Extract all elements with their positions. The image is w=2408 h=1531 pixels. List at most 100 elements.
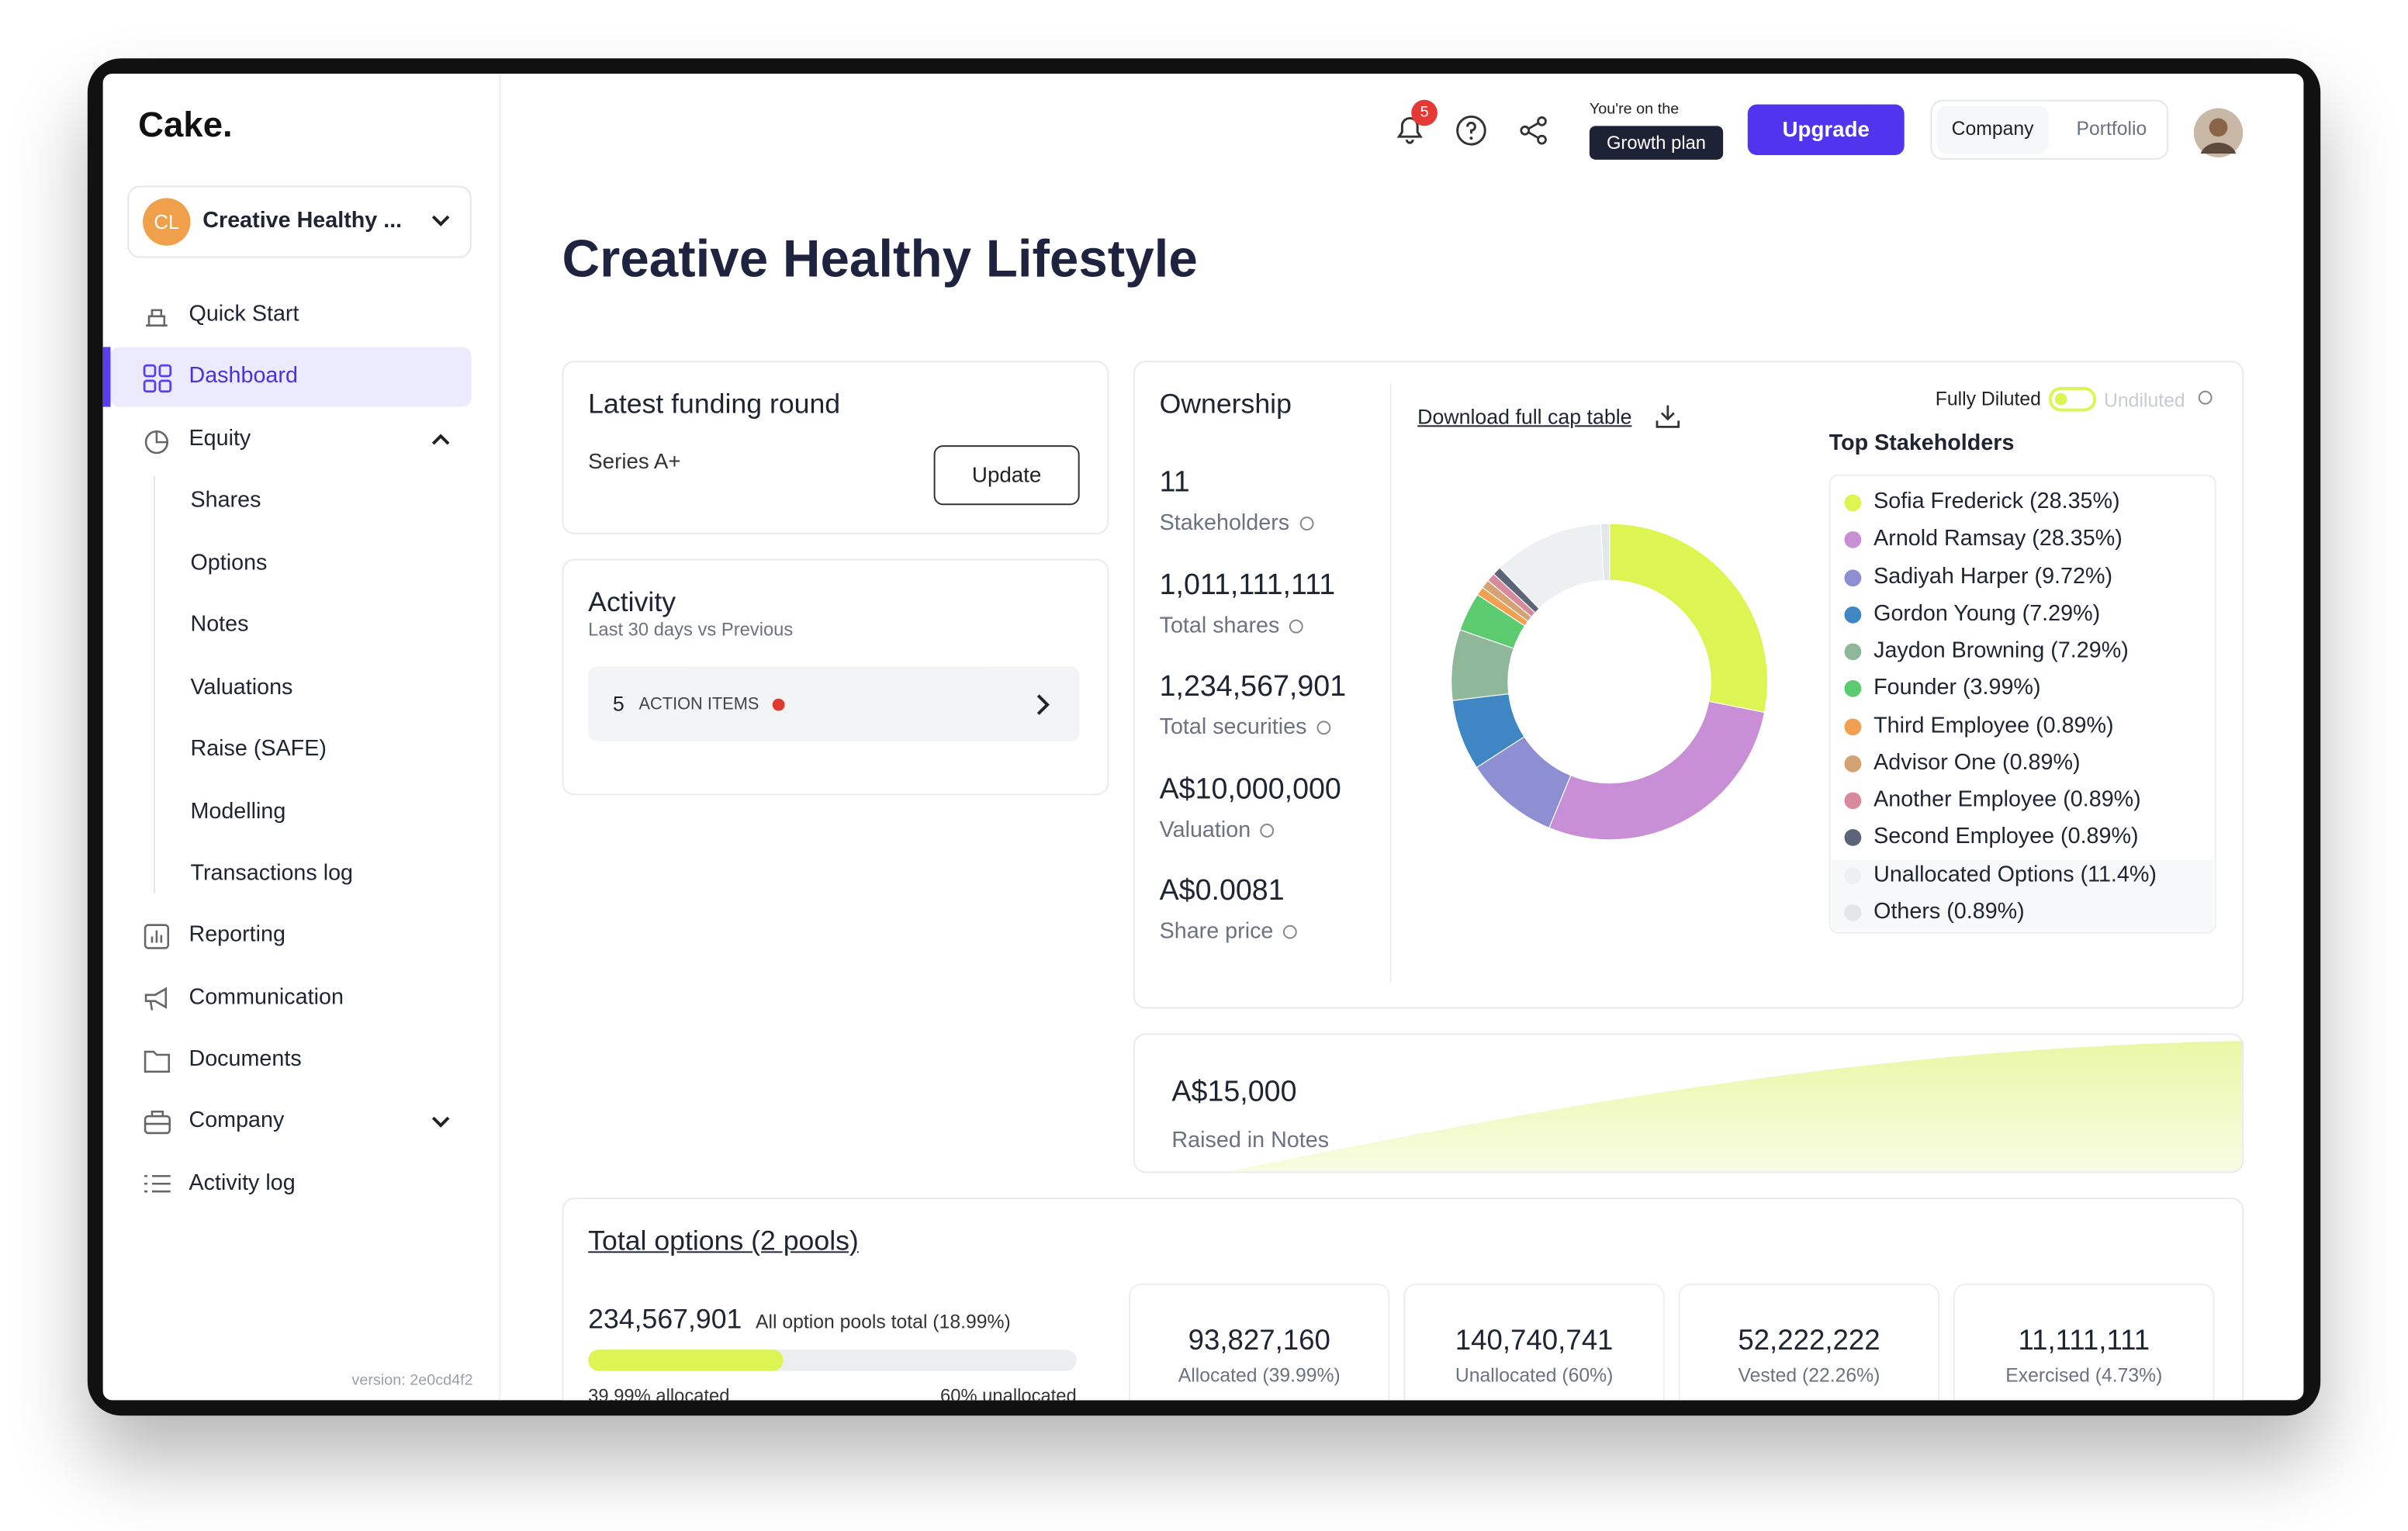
- stat-label: Share price: [1159, 920, 1274, 945]
- funding-card: [562, 361, 1109, 534]
- share-icon[interactable]: [1517, 113, 1552, 147]
- legend-muted-bg: [1832, 859, 2213, 931]
- option-stat-box: [1403, 1283, 1665, 1401]
- icon: [143, 364, 172, 393]
- stat-value: 1,234,567,901: [1159, 671, 1347, 704]
- page-title: Creative Healthy Lifestyle: [562, 230, 1198, 289]
- company-selector[interactable]: [127, 185, 472, 258]
- nav-item[interactable]: Company: [189, 1108, 285, 1133]
- nav-item[interactable]: Activity log: [189, 1171, 296, 1197]
- chevron: [431, 1116, 450, 1128]
- legend-box: [1828, 474, 2216, 934]
- nav-sub-item[interactable]: Modelling: [190, 799, 286, 824]
- top-stakeholders-title: Top Stakeholders: [1828, 431, 2015, 456]
- legend-label: Unallocated Options (11.4%): [1873, 862, 2157, 887]
- allocated-label: 39.99% allocated: [588, 1384, 730, 1401]
- tab[interactable]: Portfolio: [2076, 118, 2147, 140]
- icon: [144, 1110, 171, 1135]
- info-icon: [1289, 618, 1304, 633]
- legend-dot: [1844, 569, 1862, 586]
- donut-segment[interactable]: [1548, 700, 1766, 841]
- nav-sub-item[interactable]: Options: [190, 550, 268, 575]
- action-items[interactable]: [588, 666, 1080, 742]
- legend-label: Second Employee (0.89%): [1873, 824, 2139, 850]
- upgrade-button[interactable]: Upgrade: [1747, 104, 1905, 155]
- info-icon: [1299, 517, 1313, 530]
- notes-card: [1133, 1033, 2244, 1173]
- progress-fill: [588, 1350, 784, 1371]
- nav-sub-item[interactable]: Notes: [190, 612, 249, 638]
- plan-badge: Growth plan: [1589, 126, 1724, 160]
- help-icon[interactable]: [1455, 113, 1489, 147]
- card-title: Activity: [588, 586, 676, 617]
- legend-dot: [1844, 904, 1862, 921]
- legend-label: Sofia Frederick (28.35%): [1873, 489, 2120, 515]
- icon: [144, 430, 169, 454]
- notes-value: A$15,000: [1171, 1076, 1297, 1109]
- card-title: Latest funding round: [588, 388, 841, 420]
- legend-label: Gordon Young (7.29%): [1873, 601, 2101, 627]
- donut-segment[interactable]: [1609, 523, 1769, 714]
- option-stat-value: 140,740,741: [1455, 1323, 1614, 1356]
- icon: [144, 924, 170, 949]
- user-avatar[interactable]: [2193, 108, 2244, 158]
- stat-label: Total securities: [1159, 715, 1307, 741]
- nav-item[interactable]: Equity: [189, 427, 251, 452]
- toggle-off-label: Undiluted: [2104, 389, 2185, 412]
- info-icon: [1261, 823, 1275, 838]
- tab[interactable]: Company: [1936, 105, 2049, 154]
- notification-badge: 5: [1411, 99, 1438, 126]
- icon: [144, 1050, 171, 1073]
- option-stat-box: [1953, 1283, 2215, 1401]
- toggle-on-label: Fully Diluted: [1935, 388, 2041, 410]
- download-icon[interactable]: [1654, 403, 1682, 430]
- option-stat-box: [1678, 1283, 1940, 1401]
- notes-area: [1226, 1041, 2243, 1172]
- legend-label: Third Employee (0.89%): [1873, 713, 2114, 738]
- bell-icon[interactable]: [1393, 112, 1427, 147]
- nav-sub-item[interactable]: Raise (SAFE): [190, 737, 327, 762]
- legend-label: Arnold Ramsay (28.35%): [1873, 527, 2123, 552]
- nav-sub-item[interactable]: Transactions log: [190, 861, 354, 886]
- legend-dot: [1844, 792, 1862, 810]
- option-stat-value: 11,111,111: [2018, 1323, 2150, 1356]
- legend-label: Founder (3.99%): [1873, 676, 2041, 701]
- legend-label: Sadiyah Harper (9.72%): [1873, 564, 2113, 589]
- legend-label: Jaydon Browning (7.29%): [1873, 638, 2129, 664]
- sidebar: [103, 74, 501, 1401]
- toggle[interactable]: [2048, 386, 2097, 412]
- version: version: 2e0cd4f2: [351, 1372, 473, 1390]
- legend-dot: [1844, 866, 1862, 884]
- subtitle-text: Last 30 days vs Previous: [588, 618, 794, 641]
- nav-active-bg: [110, 347, 472, 407]
- stat-label: Total shares: [1159, 613, 1280, 638]
- nav-item[interactable]: Dashboard: [189, 364, 298, 389]
- option-stat-label: Vested (22.26%): [1738, 1364, 1880, 1387]
- nav-item[interactable]: Quick Start: [189, 302, 299, 327]
- donut-segment[interactable]: [1600, 523, 1611, 582]
- alert-dot: [772, 698, 785, 711]
- update-button[interactable]: Update: [933, 445, 1080, 506]
- nav-sub-item[interactable]: Valuations: [190, 675, 293, 700]
- donut-chart: [1451, 523, 1769, 841]
- legend-dot: [1844, 829, 1862, 847]
- nav-item[interactable]: Reporting: [189, 922, 285, 948]
- info-icon: [2198, 390, 2213, 405]
- stat-value: A$10,000,000: [1159, 773, 1341, 806]
- icon: [144, 1175, 171, 1193]
- download-link[interactable]: Download full cap table: [1417, 405, 1632, 429]
- options-total-label: All option pools total (18.99%): [755, 1311, 1011, 1333]
- card-title: Ownership: [1159, 388, 1292, 420]
- info-icon: [1283, 925, 1298, 940]
- round: Series A+: [588, 448, 681, 473]
- nav-item[interactable]: Documents: [189, 1047, 302, 1072]
- info-icon: [1316, 721, 1331, 735]
- nav-sub-item[interactable]: Shares: [190, 488, 261, 513]
- nav-item[interactable]: Communication: [189, 985, 344, 1011]
- action-label: ACTION ITEMS: [638, 695, 759, 714]
- card-title[interactable]: Total options (2 pools): [588, 1225, 859, 1256]
- logo[interactable]: Cake.: [138, 104, 233, 145]
- tab-group: [1930, 99, 2169, 160]
